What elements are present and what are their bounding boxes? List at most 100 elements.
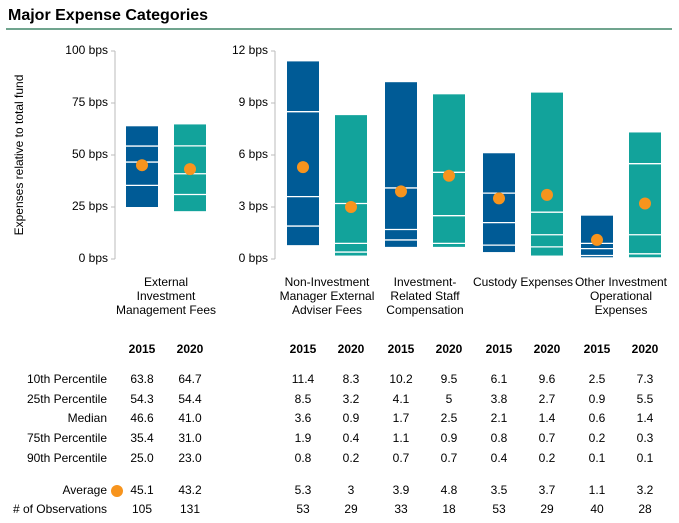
table-value: 53 [296, 502, 310, 516]
table-value: 3.6 [295, 411, 312, 425]
table-value: 63.8 [130, 372, 154, 386]
table-value: 0.4 [491, 451, 508, 465]
table-value: 46.6 [130, 411, 154, 425]
average-dot [297, 161, 309, 174]
category-label: Custody Expenses [472, 275, 574, 289]
table-value: 0.1 [589, 451, 606, 465]
table-value: 23.0 [178, 451, 202, 465]
table-value: 1.1 [393, 431, 410, 445]
average-dot [443, 169, 455, 182]
table-value: 45.1 [130, 483, 154, 497]
row-label: 25th Percentile [27, 392, 107, 406]
average-dot [591, 233, 603, 246]
row-label: Median [68, 411, 107, 425]
category-label: Investment-Related Staff Compensation [386, 275, 464, 317]
table-value: 1.7 [393, 411, 410, 425]
table-value: 1.4 [539, 411, 556, 425]
table-value: 33 [394, 502, 408, 516]
page-title: Major Expense Categories [8, 7, 208, 24]
y-tick-label: 25 bps [72, 199, 108, 213]
table-value: 0.6 [589, 411, 606, 425]
table-value: 29 [344, 502, 358, 516]
table-value: 8.3 [343, 372, 360, 386]
table-value: 0.7 [441, 451, 458, 465]
table-value: 29 [540, 502, 554, 516]
average-dot [541, 188, 553, 201]
average-dot [639, 197, 651, 210]
box [629, 132, 661, 258]
table-value: 3.5 [491, 483, 508, 497]
table-value: 4.1 [393, 392, 410, 406]
box [531, 92, 563, 256]
table-value: 131 [180, 502, 200, 516]
table-value: 10.2 [389, 372, 413, 386]
column-year: 2015 [584, 342, 611, 356]
table-value: 0.2 [343, 451, 360, 465]
column-year: 2015 [486, 342, 513, 356]
y-tick-label: 50 bps [72, 147, 108, 161]
row-label: 75th Percentile [27, 431, 107, 445]
category-label: Other Investment Operational Expenses [574, 275, 668, 317]
table-value: 9.5 [441, 372, 458, 386]
table-value: 5.5 [637, 392, 654, 406]
table-value: 2.7 [539, 392, 556, 406]
box [335, 115, 367, 256]
table-value: 25.0 [130, 451, 154, 465]
table-value: 0.1 [637, 451, 654, 465]
y-tick-label: 9 bps [239, 95, 268, 109]
row-label: # of Observations [13, 502, 107, 516]
table-value: 11.4 [292, 372, 315, 386]
category-label: External Investment Management Fees [115, 275, 217, 317]
table-value: 105 [132, 502, 152, 516]
table-value: 3.7 [539, 483, 556, 497]
table-value: 0.9 [589, 392, 606, 406]
column-year: 2020 [534, 342, 561, 356]
table-value: 2.1 [491, 411, 508, 425]
average-dot [345, 201, 357, 213]
y-tick-label: 100 bps [65, 43, 108, 57]
column-year: 2015 [129, 342, 156, 356]
table-value: 7.3 [637, 372, 654, 386]
table-value: 40 [590, 502, 604, 516]
table-value: 0.2 [539, 451, 556, 465]
average-dot [493, 192, 505, 205]
table-value: 54.3 [130, 392, 154, 406]
table-value: 3 [348, 483, 355, 497]
y-tick-label: 12 bps [232, 43, 268, 57]
box [287, 61, 319, 246]
y-axis-label: Expenses relative to total fund [12, 75, 26, 236]
column-year: 2020 [177, 342, 204, 356]
y-tick-label: 3 bps [239, 199, 268, 213]
table-value: 9.6 [539, 372, 556, 386]
average-dot [136, 159, 148, 172]
average-legend-dot [111, 485, 123, 497]
table-value: 41.0 [178, 411, 202, 425]
table-value: 31.0 [178, 431, 202, 445]
table-value: 3.8 [491, 392, 508, 406]
column-year: 2020 [436, 342, 463, 356]
table-value: 0.3 [637, 431, 654, 445]
table-value: 1.9 [295, 431, 312, 445]
table-value: 35.4 [130, 431, 154, 445]
table-value: 28 [638, 502, 652, 516]
average-dot [184, 163, 196, 176]
table-value: 64.7 [178, 372, 202, 386]
row-label: 90th Percentile [27, 451, 107, 465]
column-year: 2015 [388, 342, 415, 356]
average-dot [395, 185, 407, 198]
table-value: 8.5 [295, 392, 312, 406]
table-value: 2.5 [441, 411, 458, 425]
table-value: 18 [442, 502, 456, 516]
column-year: 2020 [338, 342, 365, 356]
table-value: 53 [492, 502, 506, 516]
table-value: 0.2 [589, 431, 606, 445]
table-value: 1.4 [637, 411, 654, 425]
category-label: Non-Investment Manager External Adviser … [279, 275, 375, 317]
y-tick-label: 0 bps [79, 251, 108, 265]
y-tick-label: 6 bps [239, 147, 268, 161]
table-value: 5 [446, 392, 453, 406]
table-value: 3.2 [343, 392, 360, 406]
column-year: 2020 [632, 342, 659, 356]
